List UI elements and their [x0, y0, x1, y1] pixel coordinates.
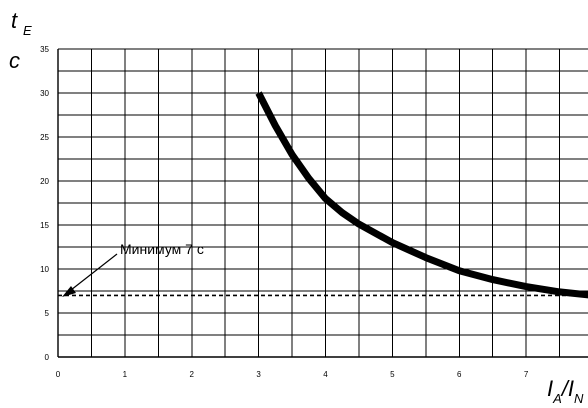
x-tick-label: 4 [323, 370, 328, 379]
threshold-annotation: Минимум 7 с [120, 241, 204, 257]
y-tick-label: 30 [40, 89, 49, 98]
x-axis-label: IA/IN [547, 376, 584, 406]
x-tick-label: 7 [524, 370, 529, 379]
x-tick-label: 3 [256, 370, 261, 379]
series-line [255, 91, 588, 299]
tick-labels: 0 5 10 15 20 25 30 35 0 1 2 3 4 5 6 7 [40, 45, 529, 379]
x-tick-label: 6 [457, 370, 462, 379]
x-tick-label: 5 [390, 370, 395, 379]
x-tick-label: 0 [56, 370, 61, 379]
y-tick-label: 35 [40, 45, 49, 54]
y-tick-label: 15 [40, 221, 49, 230]
threshold-layer [58, 253, 588, 297]
annotation-arrow-line [70, 253, 118, 291]
y-tick-label: 5 [45, 309, 50, 318]
y-tick-label: 20 [40, 177, 49, 186]
grid [57, 48, 588, 358]
y-tick-label: 0 [45, 353, 50, 362]
x-tick-label: 2 [190, 370, 195, 379]
y-axis-unit: c [9, 48, 20, 73]
y-tick-label: 25 [40, 133, 49, 142]
series-layer [255, 91, 588, 299]
x-tick-label: 1 [123, 370, 128, 379]
y-tick-label: 10 [40, 265, 49, 274]
y-axis-label: t [11, 8, 18, 33]
y-axis-label-subscript: E [23, 23, 32, 38]
annotation-arrowhead [62, 286, 76, 297]
